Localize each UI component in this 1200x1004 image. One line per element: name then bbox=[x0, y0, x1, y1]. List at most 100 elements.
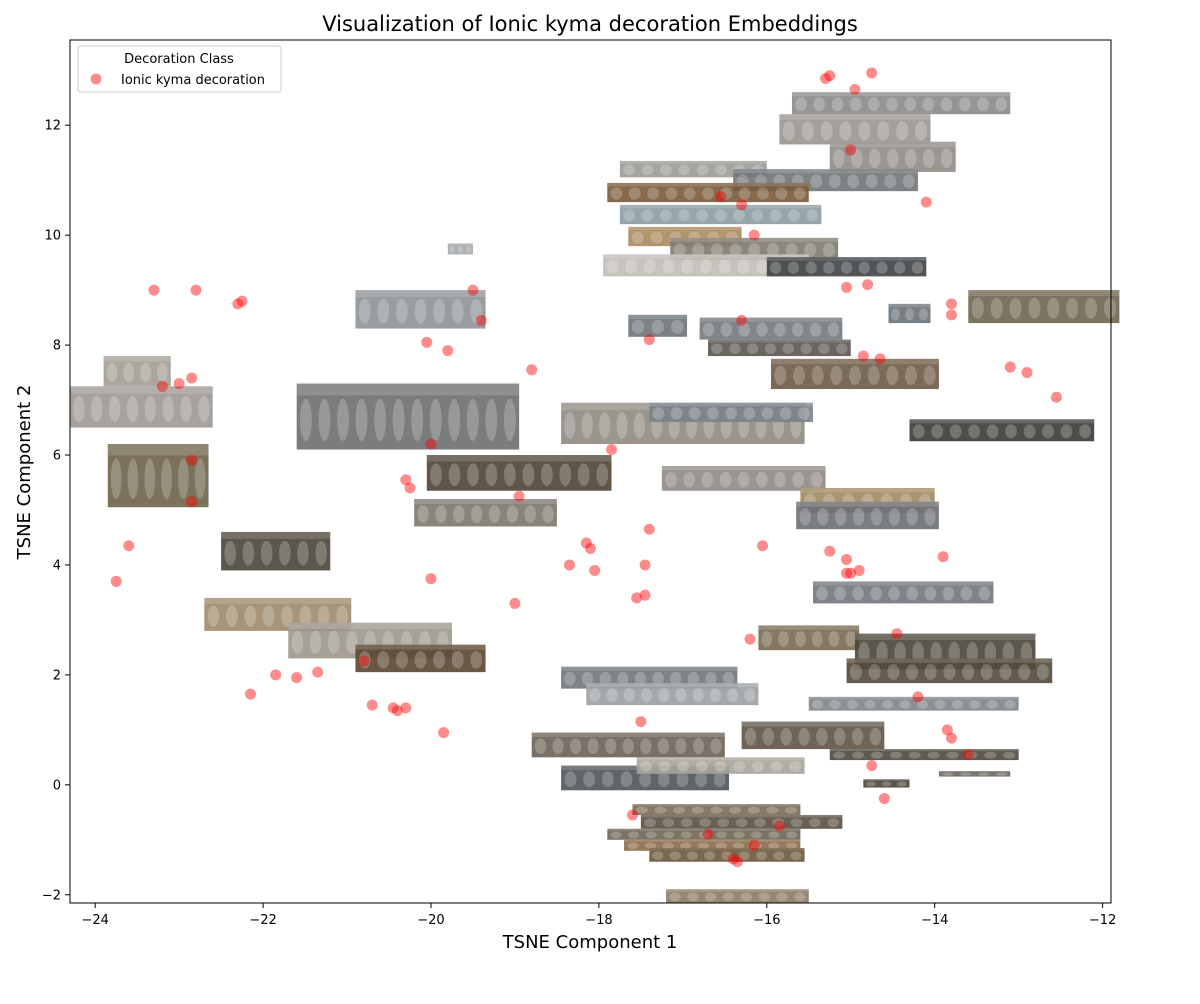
legend: Decoration Class Ionic kyma decoration bbox=[77, 45, 282, 93]
data-point bbox=[421, 336, 433, 348]
data-point bbox=[605, 444, 617, 456]
data-point bbox=[635, 716, 647, 728]
thumbnail-image bbox=[846, 658, 1053, 684]
data-point bbox=[148, 284, 160, 296]
data-point bbox=[643, 334, 655, 346]
data-point bbox=[878, 793, 890, 805]
thumbnail-image bbox=[666, 889, 809, 903]
data-point bbox=[438, 727, 450, 739]
thumbnail-image bbox=[863, 779, 910, 788]
thumbnail-image bbox=[829, 749, 1019, 761]
data-point bbox=[425, 438, 437, 450]
legend-title: Decoration Class bbox=[124, 52, 234, 67]
data-point bbox=[391, 705, 403, 717]
data-point bbox=[757, 540, 769, 552]
y-tick-label: 10 bbox=[44, 229, 61, 244]
y-tick-label: −2 bbox=[42, 888, 61, 903]
data-point bbox=[626, 809, 638, 821]
data-point bbox=[186, 372, 198, 384]
data-point bbox=[731, 856, 743, 868]
data-point bbox=[853, 564, 865, 576]
data-point bbox=[110, 575, 122, 587]
thumbnail-image bbox=[888, 303, 931, 324]
data-point bbox=[937, 551, 949, 563]
data-point bbox=[589, 564, 601, 576]
data-point bbox=[236, 295, 248, 307]
x-axis: −24 −22 −20 −18 −16 −14 −12 bbox=[81, 903, 1116, 928]
data-point bbox=[866, 67, 878, 79]
thumbnail-image bbox=[758, 625, 860, 651]
thumbnail-image bbox=[808, 696, 1019, 711]
data-point bbox=[920, 196, 932, 208]
data-point bbox=[173, 378, 185, 390]
data-point bbox=[1004, 361, 1016, 373]
thumbnail-image bbox=[628, 314, 688, 337]
data-point bbox=[1050, 391, 1062, 403]
data-point bbox=[312, 666, 324, 678]
x-tick-label: −16 bbox=[753, 913, 780, 928]
data-point bbox=[962, 749, 974, 761]
data-point bbox=[857, 350, 869, 362]
y-tick-label: 8 bbox=[53, 339, 61, 354]
data-point bbox=[945, 732, 957, 744]
data-point bbox=[820, 72, 832, 84]
data-point bbox=[400, 702, 412, 714]
thumbnail-image bbox=[221, 531, 331, 571]
thumbnail-image bbox=[829, 141, 956, 172]
data-point bbox=[190, 284, 202, 296]
data-point bbox=[156, 380, 168, 392]
data-point bbox=[244, 688, 256, 700]
thumbnail-image bbox=[699, 317, 843, 340]
data-point bbox=[585, 542, 596, 554]
x-tick-label: −20 bbox=[417, 913, 444, 928]
y-tick-label: 4 bbox=[53, 558, 61, 573]
data-point bbox=[509, 597, 521, 609]
thumbnail-image bbox=[447, 243, 473, 255]
thumbnail-image bbox=[586, 683, 759, 706]
thumbnail-image bbox=[640, 815, 843, 829]
data-point bbox=[824, 545, 836, 557]
data-point bbox=[186, 455, 198, 467]
data-point bbox=[186, 496, 198, 508]
thumbnail-image bbox=[770, 358, 939, 390]
data-point bbox=[727, 853, 739, 865]
y-tick-label: 6 bbox=[53, 449, 61, 464]
thumbnail-image bbox=[619, 204, 822, 225]
data-point bbox=[862, 279, 874, 291]
thumbnail-image bbox=[968, 290, 1120, 324]
x-tick-label: −12 bbox=[1089, 913, 1116, 928]
data-point bbox=[748, 229, 760, 241]
data-point bbox=[841, 553, 853, 565]
legend-marker bbox=[90, 73, 102, 85]
data-point bbox=[736, 314, 748, 326]
thumbnail-image bbox=[741, 721, 885, 750]
data-point bbox=[513, 490, 525, 502]
y-tick-label: 2 bbox=[53, 668, 61, 683]
data-point bbox=[874, 353, 886, 365]
thumbnail-image bbox=[355, 290, 486, 329]
thumbnail-image bbox=[909, 419, 1095, 442]
x-axis-label: TSNE Component 1 bbox=[502, 932, 678, 953]
data-point bbox=[631, 592, 643, 604]
data-point bbox=[744, 633, 756, 645]
thumbnail-image bbox=[632, 804, 801, 816]
thumbnail-image bbox=[636, 757, 805, 774]
thumbnail-image bbox=[107, 444, 209, 508]
data-point bbox=[442, 345, 454, 357]
data-point bbox=[639, 559, 651, 571]
data-point bbox=[773, 820, 785, 832]
data-point bbox=[639, 589, 651, 601]
data-point bbox=[358, 655, 370, 667]
thumbnail-image bbox=[624, 839, 801, 851]
embedding-thumbnails bbox=[70, 92, 1120, 903]
data-point bbox=[912, 691, 924, 703]
thumbnail-image bbox=[607, 182, 809, 203]
y-axis: −2 0 2 4 6 8 10 12 bbox=[42, 119, 70, 903]
data-point bbox=[891, 628, 903, 640]
thumbnail-image bbox=[649, 848, 805, 862]
data-point bbox=[824, 70, 836, 82]
thumbnail-image bbox=[649, 402, 813, 423]
data-point bbox=[1021, 367, 1033, 379]
data-point bbox=[425, 573, 437, 585]
